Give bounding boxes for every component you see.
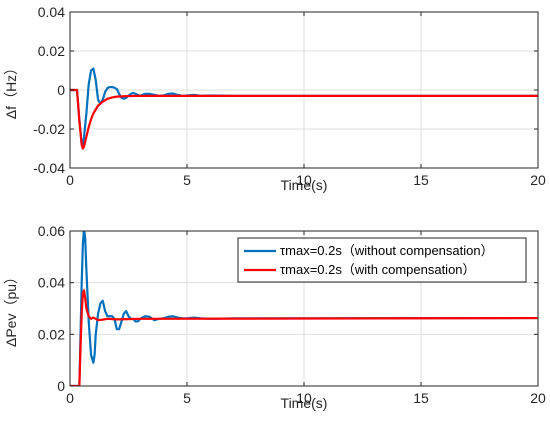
series-line-2: [70, 88, 538, 150]
x-tick-label: 0: [66, 172, 74, 188]
x-tick-label: 5: [183, 390, 191, 406]
y-tick-label: 0: [57, 378, 65, 394]
y-tick-label: 0.04: [38, 4, 65, 20]
series-line-1: [70, 231, 538, 386]
x-tick-label: 5: [183, 172, 191, 188]
x-tick-label: 10: [296, 390, 312, 406]
chart-2: 0 5 10 15 20 0 0.02 0.04 0.06 Time(s) ΔPev（pu） τmax…: [3, 223, 546, 411]
y-axis-title: ΔPev（pu）: [3, 270, 19, 347]
x-axis-title: Time(s): [281, 395, 328, 411]
series-line-2: [70, 289, 538, 386]
legend-label: τmax=0.2s（with compensation）: [280, 262, 476, 277]
x-tick-label: 15: [413, 172, 429, 188]
x-tick-label: 10: [296, 172, 312, 188]
x-axis-title: Time(s): [281, 177, 328, 193]
y-tick-label: -0.02: [33, 121, 65, 137]
y-tick-label: 0.02: [38, 43, 65, 59]
y-axis-title: Δf（Hz）: [3, 61, 19, 119]
legend-box: [237, 237, 527, 283]
legend: τmax=0.2s（without compensation） τmax=0.2s…: [237, 237, 527, 283]
x-tick-label: 20: [530, 390, 546, 406]
series-line-1: [70, 67, 538, 148]
y-tick-label: 0: [57, 82, 65, 98]
chart-1: 0 5 10 15 20 -0.04 -0.02 0 0.02 0.04 Time(s) Δf（Hz）: [3, 4, 546, 193]
legend-label: τmax=0.2s（without compensation）: [280, 243, 494, 258]
y-tick-label: 0.02: [38, 326, 65, 342]
y-tick-label: -0.04: [33, 160, 65, 176]
y-tick-label: 0.04: [38, 275, 65, 291]
x-tick-label: 0: [66, 390, 74, 406]
x-tick-label: 20: [530, 172, 546, 188]
x-tick-label: 15: [413, 390, 429, 406]
y-tick-label: 0.06: [38, 223, 65, 239]
